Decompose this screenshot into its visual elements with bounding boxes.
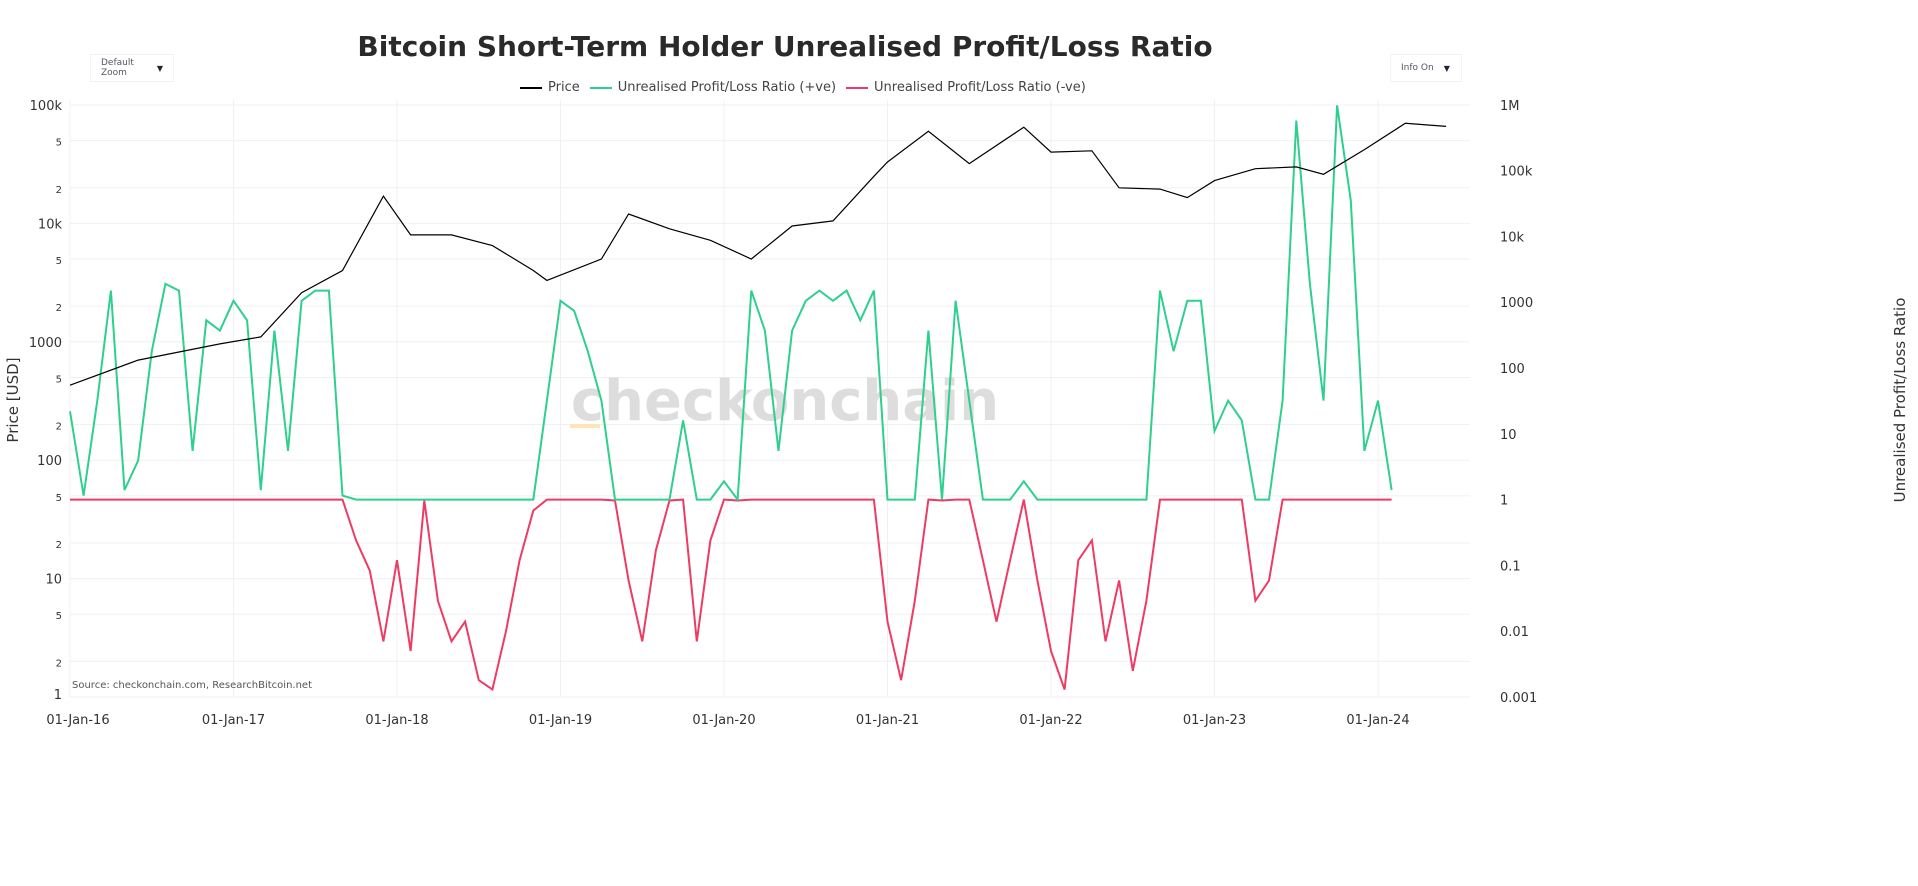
x-tick-label: 01-Jan-18 [365, 713, 428, 728]
y-left-tick-label: 100 [37, 454, 62, 469]
zoom-dropdown-label: Default Zoom [101, 58, 134, 78]
y-left-label: Price [USD] [4, 357, 22, 442]
x-tick-label: 01-Jan-16 [46, 713, 109, 728]
y-right-tick-label: 1000 [1500, 296, 1533, 311]
zoom-dropdown[interactable]: Default Zoom ▼ [90, 54, 174, 82]
x-tick-label: 01-Jan-20 [692, 713, 755, 728]
y-left-tick-label: 1000 [29, 336, 62, 351]
watermark: checkonchain [571, 369, 999, 434]
legend-item-negative[interactable]: Unrealised Profit/Loss Ratio (-ve) [846, 80, 1086, 95]
y-right-tick-label: 100k [1500, 165, 1533, 180]
y-right-tick-label: 10k [1500, 230, 1525, 245]
y-right-label: Unrealised Profit/Loss Ratio [1891, 298, 1909, 503]
legend-label: Price [548, 80, 580, 95]
chevron-down-icon: ▼ [1443, 63, 1450, 73]
positive-swatch [589, 86, 612, 89]
legend-label: Unrealised Profit/Loss Ratio (-ve) [874, 80, 1086, 95]
y-left-tick-label: 2 [56, 303, 62, 314]
y-right-tick-label: 1M [1500, 99, 1520, 114]
x-tick-label: 01-Jan-22 [1019, 713, 1082, 728]
y-left-tick-label: 100k [30, 99, 63, 114]
y-right-tick-label: 0.001 [1500, 691, 1537, 706]
price-swatch [520, 86, 542, 89]
legend-item-price[interactable]: Price [520, 80, 580, 95]
y-right-tick-label: 0.01 [1500, 625, 1529, 640]
y-left-tick-label: 10k [38, 217, 63, 232]
y-left-tick-label: 1 [54, 688, 62, 703]
y-left-tick-label: 5 [56, 256, 62, 267]
watermark-logo-icon [570, 424, 600, 428]
source-note: Source: checkonchain.com, ResearchBitcoi… [72, 680, 312, 691]
series-price [69, 122, 1447, 386]
y-left-tick-label: 5 [56, 374, 62, 385]
legend-label: Unrealised Profit/Loss Ratio (+ve) [617, 80, 837, 95]
y-left-tick-label: 10 [45, 573, 62, 588]
y-right-tick-label: 10 [1500, 428, 1517, 443]
y-right-tick-label: 1 [1500, 494, 1508, 509]
y-right-tick-label: 0.1 [1500, 559, 1521, 574]
chevron-down-icon: ▼ [156, 63, 163, 73]
x-tick-label: 01-Jan-23 [1183, 713, 1246, 728]
legend-item-positive[interactable]: Unrealised Profit/Loss Ratio (+ve) [589, 80, 837, 95]
y-right-tick-label: 100 [1500, 362, 1525, 377]
x-tick-label: 01-Jan-24 [1346, 713, 1409, 728]
y-left-tick-label: 5 [56, 611, 62, 622]
series-ratio-negative [70, 498, 1392, 692]
y-left-tick-label: 2 [56, 422, 62, 433]
x-tick-label: 01-Jan-21 [856, 713, 919, 728]
y-left-tick-label: 2 [56, 185, 62, 196]
negative-swatch [846, 86, 869, 89]
series-ratio-positive [69, 105, 1393, 503]
legend: Price Unrealised Profit/Loss Ratio (+ve)… [520, 80, 1086, 95]
y-left-tick-label: 5 [56, 138, 62, 149]
y-left-tick-label: 2 [56, 658, 62, 669]
x-tick-label: 01-Jan-19 [529, 713, 592, 728]
x-tick-label: 01-Jan-17 [202, 713, 265, 728]
info-dropdown[interactable]: Info On ▼ [1390, 54, 1462, 82]
y-left-tick-label: 2 [56, 540, 62, 551]
chart-title: Bitcoin Short-Term Holder Unrealised Pro… [357, 30, 1213, 63]
y-left-tick-label: 5 [56, 493, 62, 504]
info-dropdown-label: Info On [1401, 63, 1434, 73]
